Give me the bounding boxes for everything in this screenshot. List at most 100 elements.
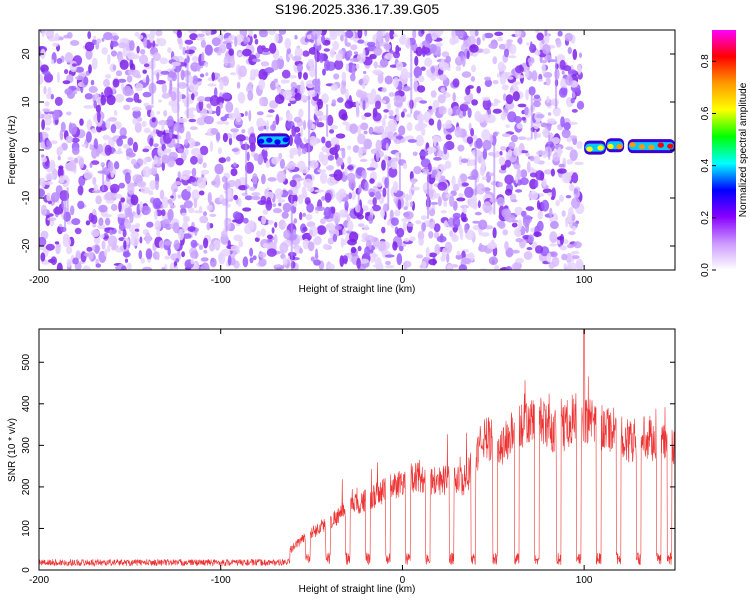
spectrogram-noise-blob	[293, 116, 302, 123]
spectrogram-noise-blob	[377, 240, 387, 252]
spectrogram-noise-blob	[571, 172, 579, 184]
spectrogram-noise-blob	[124, 220, 131, 229]
spectrogram-noise-blob	[271, 157, 279, 165]
spectrogram-noise-blob	[145, 74, 150, 86]
spectrogram-noise-blob	[357, 245, 362, 252]
spectrogram-noise-streak	[151, 58, 154, 105]
spectrogram-noise-blob	[272, 203, 277, 208]
spectrogram-noise-blob	[192, 75, 199, 85]
spectrogram-noise-blob	[289, 179, 297, 188]
spectrogram-noise-blob	[297, 146, 302, 157]
spectrogram-noise-blob	[372, 197, 377, 206]
spectrogram-noise-blob	[178, 123, 185, 134]
spectrogram-noise-blob	[412, 30, 417, 40]
spectrogram-noise-blob	[291, 55, 302, 62]
spectrogram-noise-blob	[523, 66, 528, 70]
spectrogram-noise-blob	[245, 161, 254, 174]
spectrogram-noise-blob	[504, 174, 514, 185]
spectrogram-noise-blob	[503, 48, 510, 58]
spectrogram-noise-blob	[342, 121, 349, 126]
spectrogram-noise-streak	[398, 152, 401, 191]
spectrogram-noise-blob	[188, 207, 195, 214]
spectrogram-noise-blob	[182, 221, 189, 232]
spectrogram-noise-blob	[45, 243, 55, 251]
spectrogram-noise-blob	[186, 114, 196, 119]
spectrogram-noise-blob	[421, 47, 431, 55]
spectrogram-noise-blob	[393, 51, 400, 59]
spectrogram-noise-blob	[215, 131, 221, 141]
spectrogram-noise-blob	[508, 141, 516, 150]
spectrogram-noise-blob	[516, 230, 522, 236]
spectrogram-noise-blob	[323, 48, 330, 52]
snr-series-line	[39, 329, 675, 567]
spectrogram-noise-blob	[526, 247, 533, 251]
spectrogram-noise-blob	[559, 245, 567, 251]
spectrogram-noise-blob	[563, 122, 571, 131]
spectrogram-noise-blob	[439, 164, 447, 172]
spectrogram-noise-blob	[353, 51, 359, 55]
spectrogram-noise-blob	[176, 30, 183, 38]
spectrogram-noise-blob	[274, 94, 285, 105]
spectrogram-noise-blob	[360, 122, 369, 131]
spectrogram-noise-blob	[546, 252, 552, 263]
spectrogram-noise-blob	[52, 42, 59, 47]
spectrogram-noise-blob	[345, 88, 349, 101]
spectrogram-noise-blob	[113, 150, 124, 155]
spectrogram-noise-blob	[428, 106, 433, 110]
spectrogram-noise-blob	[549, 231, 558, 244]
spectrogram-noise-blob	[474, 30, 479, 37]
spectrogram-noise-blob	[573, 188, 579, 195]
spectrogram-noise-blob	[294, 35, 298, 40]
spectrogram-noise-blob	[482, 48, 491, 55]
spectrogram-noise-blob	[398, 125, 406, 136]
spectrogram-noise-blob	[467, 85, 474, 89]
spectrogram-noise-blob	[145, 232, 151, 245]
spectrogram-noise-blob	[142, 148, 150, 153]
spectrogram-noise-blob	[41, 119, 45, 131]
spectrogram-noise-blob	[169, 131, 173, 139]
spectrogram-noise-blob	[484, 76, 492, 81]
spectrogram-noise-blob	[344, 36, 348, 47]
spectrogram-noise-blob	[330, 48, 335, 58]
spectrogram-noise-blob	[303, 120, 306, 131]
spectrogram-noise-blob	[41, 30, 45, 38]
spectrogram-noise-blob	[372, 237, 380, 247]
spectrogram-noise-blob	[142, 166, 151, 178]
spectrogram-noise-blob	[298, 108, 304, 118]
spectrogram-noise-blob	[126, 156, 130, 161]
spectrogram-noise-blob	[104, 217, 111, 226]
spectrogram-noise-blob	[57, 166, 64, 179]
spectrogram-noise-blob	[338, 109, 348, 120]
spectrogram-noise-blob	[139, 236, 143, 244]
spectrogram-noise-streak	[186, 45, 189, 119]
spectrogram-noise-blob	[225, 101, 234, 113]
spectrogram-noise-blob	[155, 30, 163, 37]
spectrogram-noise-blob	[39, 188, 45, 198]
spectrogram-noise-blob	[69, 123, 78, 135]
spectrogram-noise-blob	[234, 36, 238, 47]
spectrogram-noise-blob	[308, 135, 318, 147]
spectrogram-noise-blob	[541, 62, 546, 75]
spectrogram-noise-blob	[321, 196, 326, 201]
spectrogram-noise-blob	[292, 228, 297, 236]
spectrogram-noise-blob	[560, 116, 565, 128]
spectrogram-noise-blob	[99, 233, 105, 239]
spectrogram-noise-blob	[266, 114, 273, 118]
spectrogram-noise-blob	[567, 47, 572, 55]
spectrogram-noise-blob	[314, 189, 325, 193]
spectrogram-noise-blob	[203, 211, 207, 217]
spectrogram-noise-blob	[264, 67, 275, 74]
spectrogram-noise-blob	[302, 226, 308, 232]
spectrogram-noise-blob	[451, 234, 459, 242]
spectrogram-noise-blob	[396, 113, 400, 122]
spectrogram-noise-blob	[168, 100, 177, 107]
spectrogram-noise-blob	[238, 65, 248, 78]
spectrogram-noise-blob	[329, 30, 338, 38]
colorbar-tick-label: 0.2	[700, 210, 711, 224]
spectrogram-noise-blob	[312, 30, 322, 37]
spectrogram-noise-blob	[435, 42, 443, 47]
spectrogram-noise-blob	[447, 107, 453, 117]
spectrogram-noise-blob	[468, 93, 474, 100]
spectrogram-noise-blob	[217, 147, 222, 155]
spectrogram-noise-blob	[260, 195, 267, 204]
